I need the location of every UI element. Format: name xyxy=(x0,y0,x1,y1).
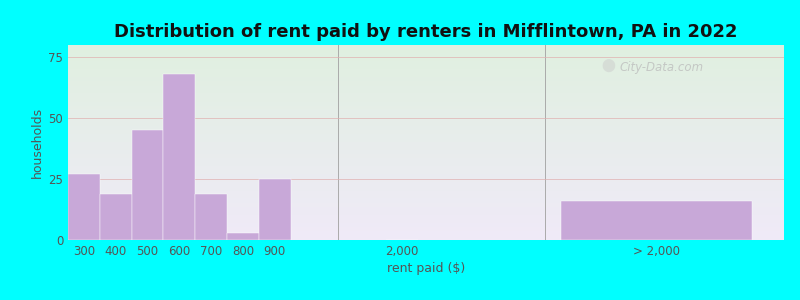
Y-axis label: households: households xyxy=(31,107,44,178)
X-axis label: rent paid ($): rent paid ($) xyxy=(387,262,465,275)
Bar xyxy=(100,194,132,240)
Bar xyxy=(68,174,100,240)
Text: ⬤: ⬤ xyxy=(602,58,615,72)
Text: City-Data.com: City-Data.com xyxy=(619,61,703,74)
Bar xyxy=(259,179,290,240)
Bar xyxy=(195,194,227,240)
Bar xyxy=(132,130,163,240)
Bar xyxy=(163,74,195,240)
Bar xyxy=(227,233,259,240)
Bar xyxy=(562,201,752,240)
Title: Distribution of rent paid by renters in Mifflintown, PA in 2022: Distribution of rent paid by renters in … xyxy=(114,23,738,41)
